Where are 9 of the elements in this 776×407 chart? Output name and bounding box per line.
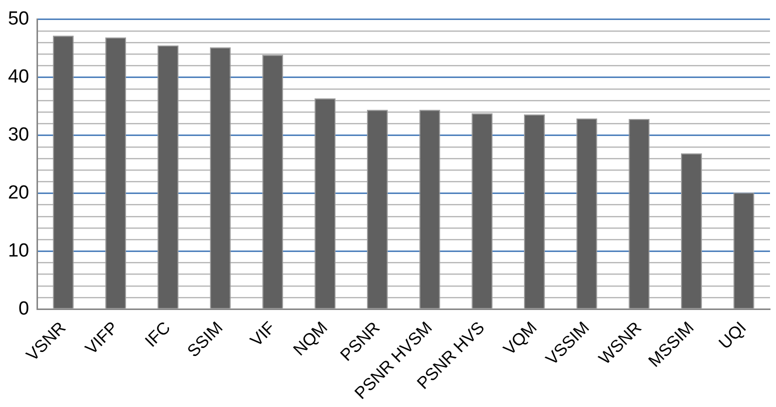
x-tick-label: IFC bbox=[141, 318, 174, 351]
y-tick-label: 50 bbox=[8, 8, 30, 30]
y-tick-label: 30 bbox=[8, 124, 30, 146]
y-tick-label: 10 bbox=[8, 240, 30, 262]
y-tick-label: 20 bbox=[8, 182, 30, 204]
x-tick-label: UQI bbox=[715, 318, 750, 353]
x-tick-label: VIF bbox=[246, 318, 279, 350]
y-tick-label: 40 bbox=[8, 66, 30, 88]
y-tick-label: 0 bbox=[18, 298, 30, 320]
